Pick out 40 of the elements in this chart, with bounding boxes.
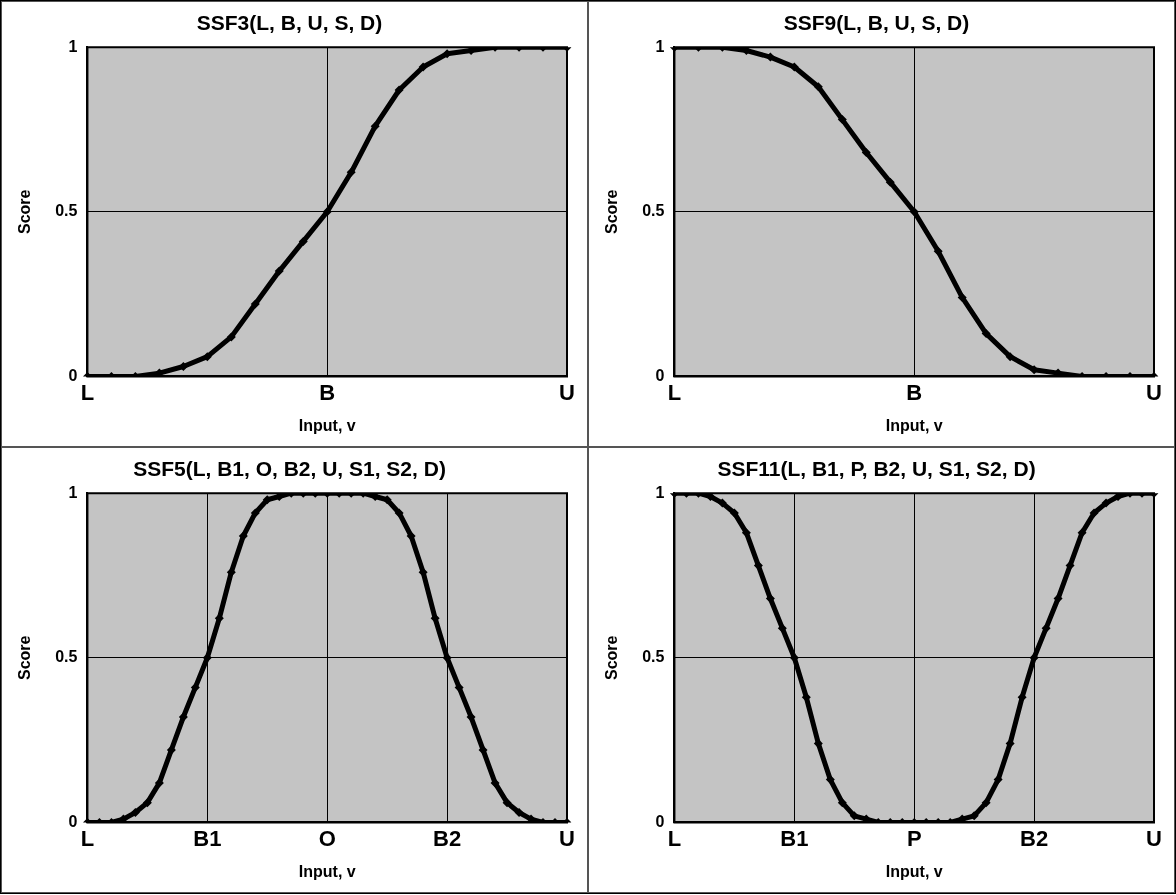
x-tick-label: O	[318, 825, 336, 851]
x-tick-label: P	[906, 825, 922, 851]
x-tick-label: U	[559, 825, 575, 851]
y-tick-label: 0	[68, 812, 78, 830]
chart-title: SSF3(L, B, U, S, D)	[196, 11, 383, 35]
y-tick-label: 1	[68, 483, 78, 501]
x-tick-label: B	[906, 379, 923, 405]
y-axis-title: Score	[603, 635, 621, 681]
x-tick-label: B1	[780, 825, 809, 851]
x-tick-label: B2	[433, 825, 462, 851]
y-tick-label: 0	[68, 366, 78, 384]
y-axis-title: Score	[603, 189, 621, 235]
y-axis-title: Score	[16, 189, 34, 235]
x-axis-title: Input, v	[298, 416, 356, 434]
y-tick-label: 1	[655, 37, 665, 55]
y-axis-title: Score	[16, 635, 34, 681]
y-tick-label: 0.5	[642, 202, 665, 220]
x-tick-label: U	[1146, 825, 1162, 851]
chart-title: SSF11(L, B1, P, B2, U, S1, S2, D)	[717, 457, 1036, 481]
x-tick-label: B2	[1020, 825, 1049, 851]
x-tick-label: L	[80, 825, 95, 851]
y-tick-label: 0.5	[642, 648, 665, 666]
chart-title: SSF5(L, B1, O, B2, U, S1, S2, D)	[133, 457, 446, 481]
chart-title: SSF9(L, B, U, S, D)	[783, 11, 970, 35]
x-tick-label: L	[80, 379, 95, 405]
x-axis-title: Input, v	[298, 862, 356, 880]
y-tick-label: 0.5	[55, 202, 78, 220]
x-tick-label: L	[667, 379, 682, 405]
y-tick-label: 1	[655, 483, 665, 501]
x-tick-label: B1	[193, 825, 222, 851]
y-tick-label: 0	[655, 366, 665, 384]
x-tick-label: U	[1146, 379, 1162, 405]
y-tick-label: 0	[655, 812, 665, 830]
x-tick-label: B	[319, 379, 336, 405]
x-axis-title: Input, v	[885, 416, 943, 434]
y-tick-label: 1	[68, 37, 78, 55]
x-axis-title: Input, v	[885, 862, 943, 880]
x-tick-label: L	[667, 825, 682, 851]
y-tick-label: 0.5	[55, 648, 78, 666]
x-tick-label: U	[559, 379, 575, 405]
